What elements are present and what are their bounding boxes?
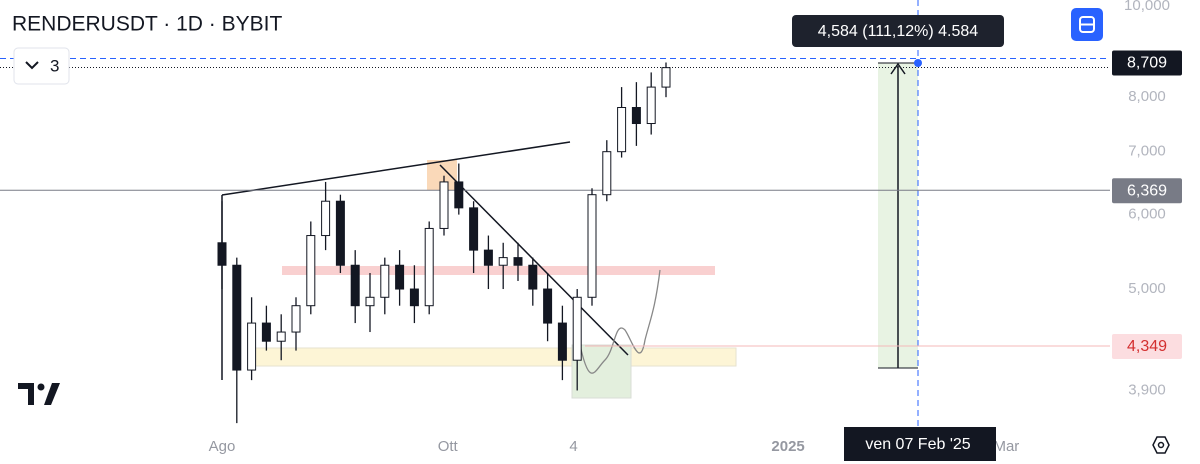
candle-body [572,296,582,361]
x-tick-label: Mar [993,438,1019,455]
price-tag-label: 4,349 [1127,338,1167,355]
x-tick-label: 4 [569,438,577,455]
x-tick-label: 2025 [771,438,804,455]
candle-body [557,322,567,361]
candle-body [365,296,375,307]
trend-line [221,141,571,196]
chevron [25,61,39,70]
measure-tooltip [792,15,1004,47]
candle-body [602,151,612,196]
y-tick-label: 7,000 [1128,143,1166,160]
candle-body [409,288,419,307]
trend-line [439,164,629,356]
crosshair-date: ven 07 Feb '25 [865,436,970,453]
resistance-zone [282,266,715,275]
chart-title: RENDERUSDT · 1D · BYBIT [12,13,282,36]
price-tag [1112,50,1182,76]
candle-body [646,86,656,125]
candle-body [528,264,538,290]
y-tick-label: 10,000 [1124,0,1170,14]
candle-body [276,331,286,342]
crosshair-date-box [844,427,996,461]
indicator-count: 3 [50,56,59,75]
candle-body [306,235,316,307]
candle-body [439,181,449,229]
settings-icon[interactable] [1152,436,1170,454]
y-tick-label: 5,000 [1128,280,1166,297]
candle-body [424,227,434,307]
candle-body [498,257,508,266]
y-tick-label: 3,900 [1128,381,1166,398]
price-tag-label: 8,709 [1127,55,1167,72]
x-tick-label: Ago [209,438,236,455]
candle-body [232,264,242,371]
candle-body [617,107,627,153]
measure-label: 4,584 (111,12%) 4.584 [818,23,979,40]
crosshair-dot [914,59,922,67]
x-tick-label: Ott [438,438,459,455]
price-tag [1112,333,1182,359]
support-zone [253,347,737,367]
candle-body [469,207,479,251]
candle-body [513,257,523,266]
candle-body [261,322,271,342]
candle-body [217,242,227,266]
candle-body [454,181,464,209]
candle-body [321,200,331,237]
settings-icon [1157,441,1165,449]
price-tag [1112,178,1182,204]
y-tick-label: 8,000 [1128,88,1166,105]
candle-body [483,249,493,266]
candle-body [543,288,553,324]
y-tick-label: 6,000 [1128,206,1166,223]
candle-body [291,305,301,333]
candle-body [631,107,641,125]
candle-body [335,200,345,266]
measure-arrow-head [890,62,906,75]
projection-path [579,269,661,374]
candle-body [661,67,671,88]
indicator-toggle[interactable] [13,47,70,85]
candle-body [587,194,597,298]
logo [18,383,60,405]
candle-body [350,264,360,307]
price-tag-label: 6,369 [1127,182,1167,199]
candle-body [380,264,390,298]
candle-body [395,264,405,290]
candle-body [247,322,257,371]
